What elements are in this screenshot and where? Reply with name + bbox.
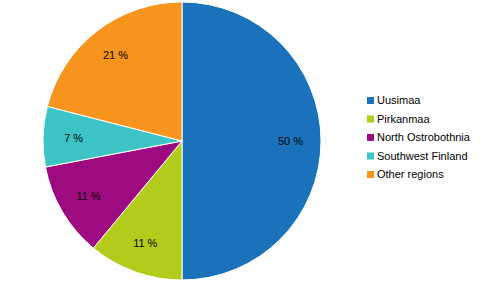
legend-label: North Ostrobothnia bbox=[377, 131, 471, 143]
slices bbox=[43, 2, 321, 280]
data-label: 50 % bbox=[278, 135, 303, 147]
chart: 50 % 11 % 11 % 7 % 21 % Uusimaa Pirkanmaa North… bbox=[0, 0, 491, 295]
legend-label: Uusimaa bbox=[377, 94, 421, 106]
pie-slice bbox=[47, 2, 182, 141]
data-label: 11 % bbox=[133, 237, 157, 249]
legend-label: Other regions bbox=[377, 168, 444, 180]
legend-swatch bbox=[367, 116, 374, 123]
data-labels: 50 % 11 % 11 % 7 % 21 % bbox=[64, 49, 303, 249]
data-label: 7 % bbox=[64, 132, 83, 144]
legend-swatch bbox=[367, 97, 374, 104]
legend-swatch bbox=[367, 171, 374, 178]
data-label: 11 % bbox=[77, 190, 101, 202]
chart-container: 50 % 11 % 11 % 7 % 21 % Uusimaa Pirkanmaa North… bbox=[0, 0, 491, 295]
legend-label: Southwest Finland bbox=[377, 150, 468, 162]
data-label: 21 % bbox=[103, 49, 128, 61]
legend-swatch bbox=[367, 153, 374, 160]
legend-label: Pirkanmaa bbox=[377, 113, 430, 125]
legend: Uusimaa Pirkanmaa North Ostrobothnia Southw… bbox=[367, 94, 471, 180]
legend-swatch bbox=[367, 134, 374, 141]
pie-slice bbox=[182, 2, 321, 280]
